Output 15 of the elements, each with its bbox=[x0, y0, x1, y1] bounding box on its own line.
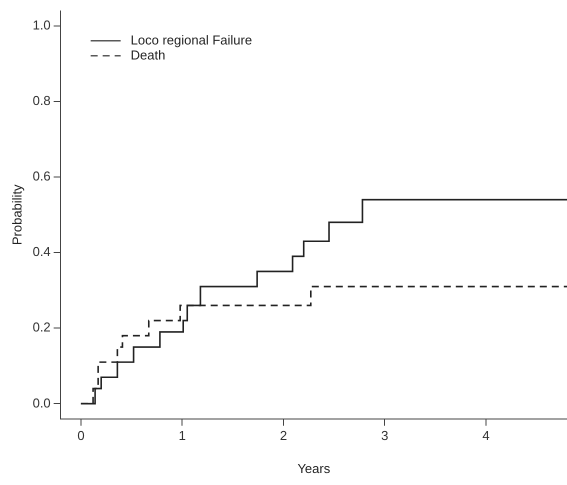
legend-label: Death bbox=[130, 47, 166, 62]
x-tick-label: 4 bbox=[482, 428, 490, 444]
x-axis-title: Years bbox=[297, 460, 331, 476]
y-tick-label: 0.8 bbox=[32, 93, 51, 108]
y-tick-label: 0.6 bbox=[32, 168, 51, 184]
x-tick-label: 0 bbox=[77, 428, 85, 444]
x-tick-label: 1 bbox=[178, 428, 186, 444]
x-tick-label: 3 bbox=[381, 428, 388, 444]
y-tick-label: 0.2 bbox=[32, 320, 51, 335]
x-tick-label: 2 bbox=[280, 428, 288, 444]
y-tick-label: 0.0 bbox=[32, 395, 51, 410]
y-axis-title: Probability bbox=[9, 184, 24, 246]
y-tick-label: 0.4 bbox=[32, 244, 51, 260]
y-tick-label: 1.0 bbox=[32, 17, 51, 32]
legend-label: Loco regional Failure bbox=[130, 32, 252, 48]
